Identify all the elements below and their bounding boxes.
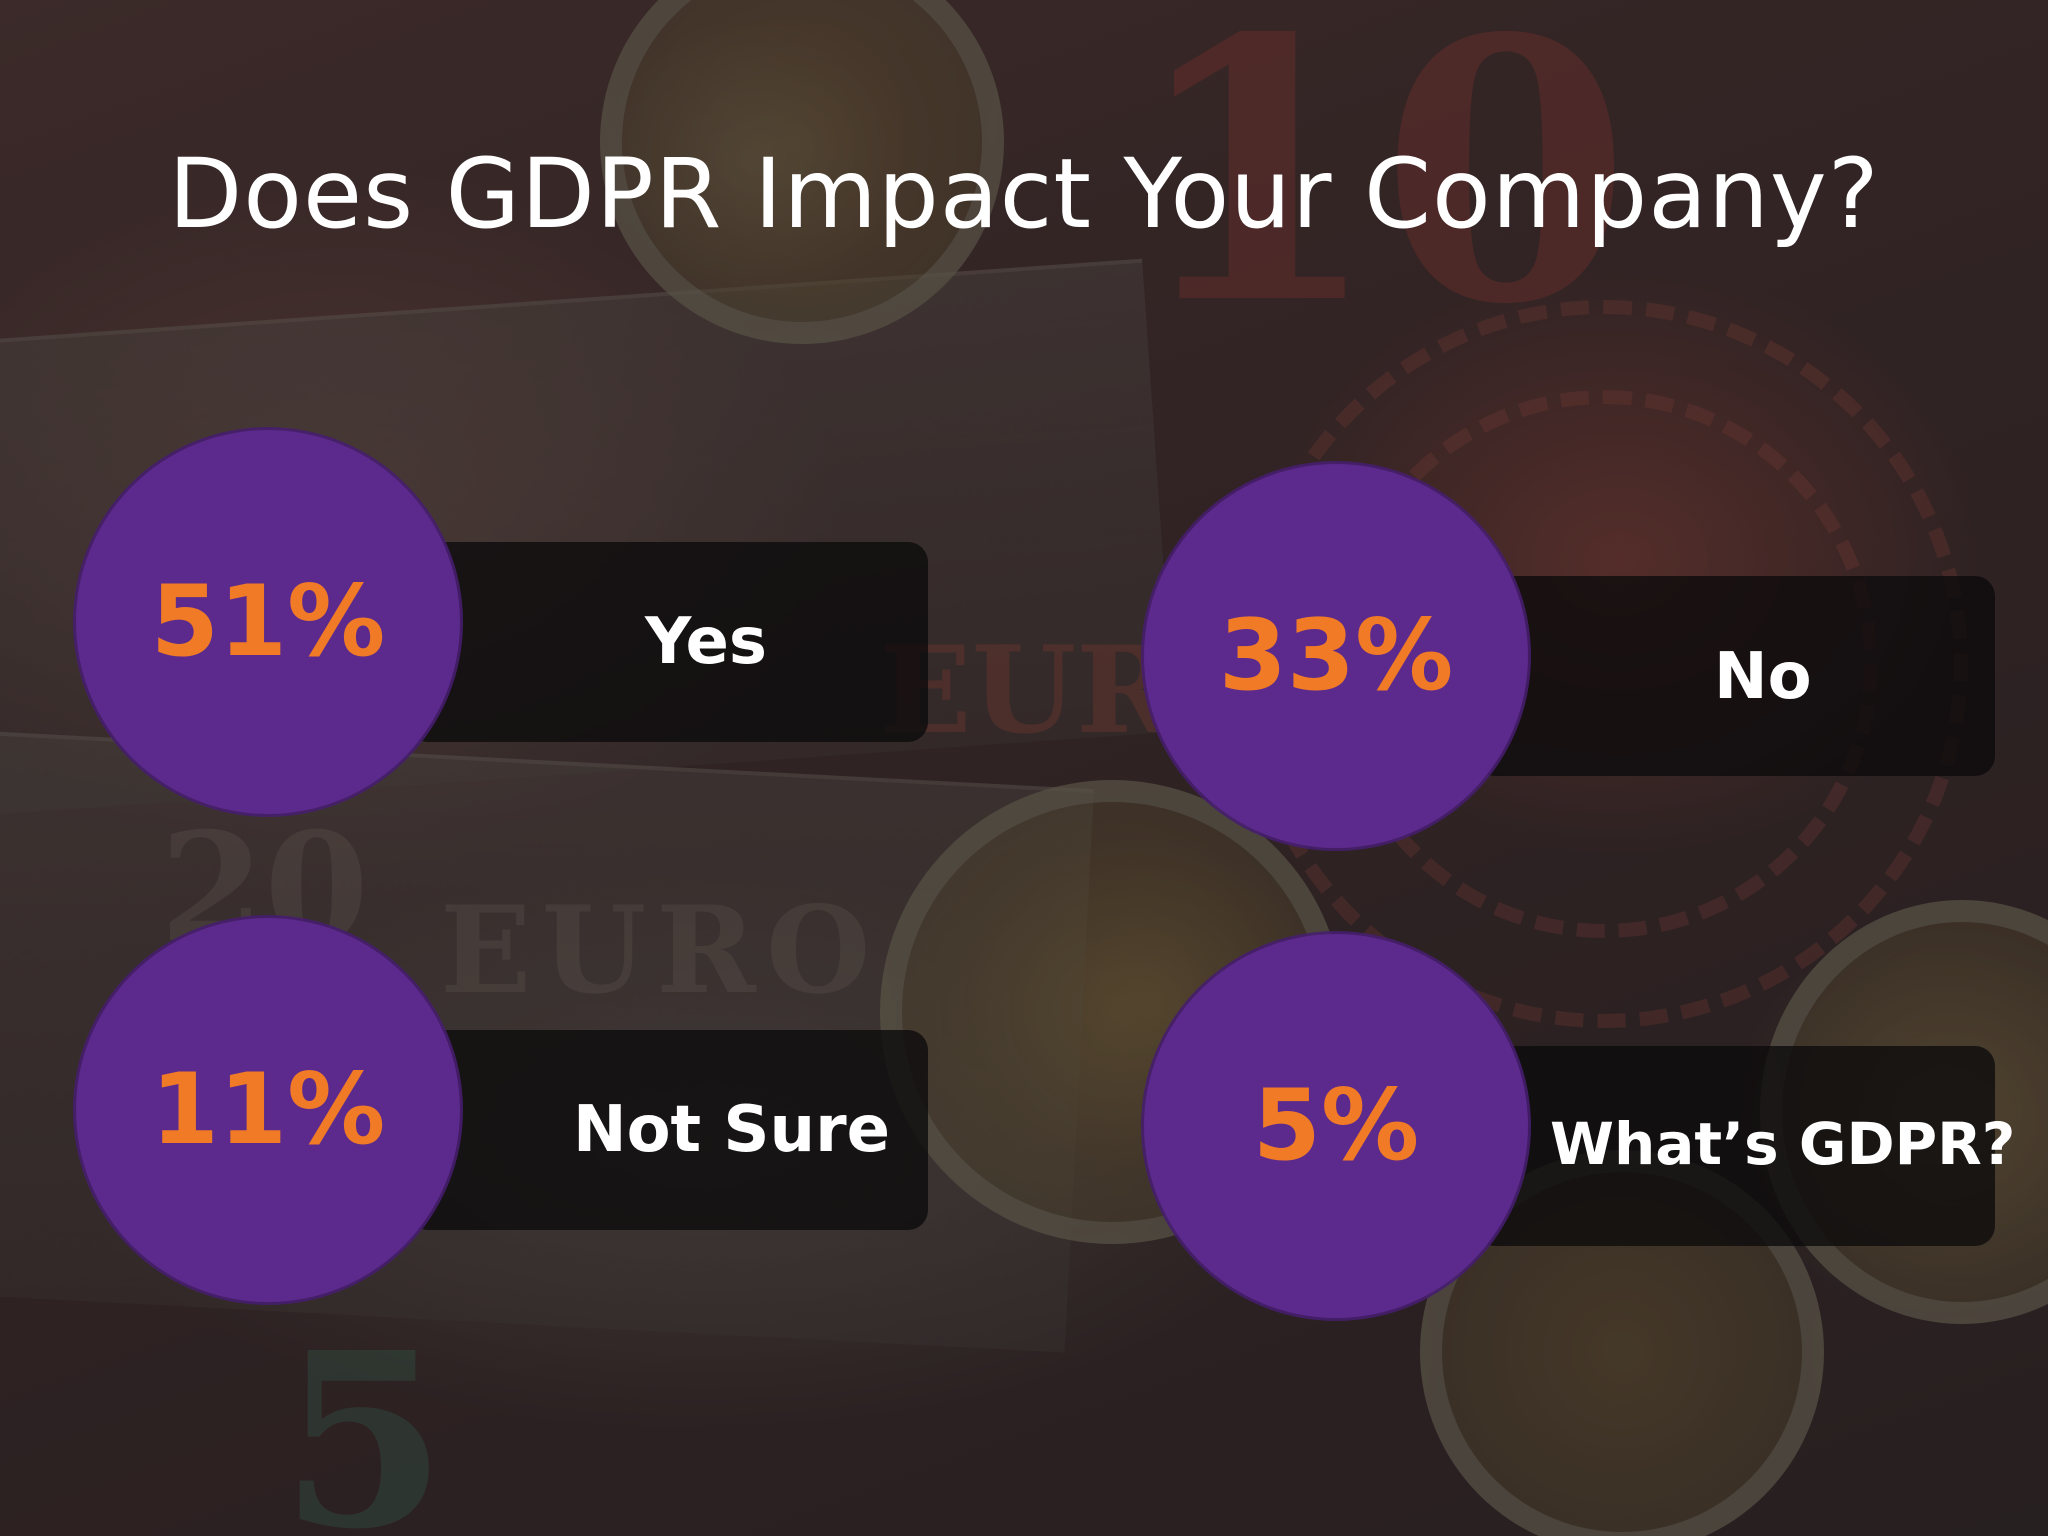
result-label-bar [1475, 576, 1995, 776]
result-percent: 33% [1218, 599, 1454, 713]
result-label-bar [408, 542, 928, 742]
result-circle: 11% [76, 918, 460, 1302]
result-label-bar [408, 1030, 928, 1230]
result-label: Yes [645, 605, 767, 679]
result-label: Not Sure [573, 1093, 891, 1167]
result-percent: 11% [150, 1053, 386, 1167]
result-label: No [1714, 640, 1812, 714]
result-percent: 51% [150, 565, 386, 679]
result-percent: 5% [1252, 1069, 1420, 1183]
result-circle: 5% [1144, 934, 1528, 1318]
slide-title: Does GDPR Impact Your Company? [168, 138, 1880, 250]
result-circle: 51% [76, 430, 460, 814]
result-label-bar [1475, 1046, 1995, 1246]
result-label: What’s GDPR? [1550, 1110, 2016, 1178]
result-circle: 33% [1144, 464, 1528, 848]
